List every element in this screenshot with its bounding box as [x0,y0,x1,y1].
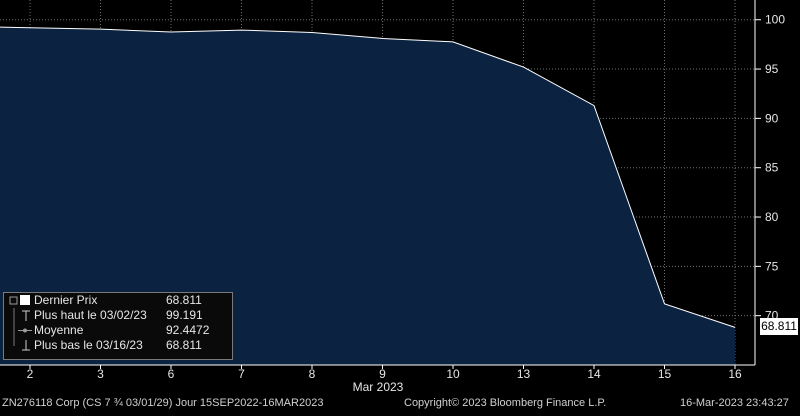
y-tick-label: 95 [765,62,779,76]
legend-row-last-price: Dernier Prix 68.811 [4,293,232,308]
x-tick-label: 13 [517,367,531,381]
y-tick-label: 90 [765,111,779,125]
timestamp: 16-Mar-2023 23:43:27 [680,397,789,409]
x-tick-label: 16 [728,367,742,381]
x-axis-title: Mar 2023 [353,380,404,394]
high-marker-icon [8,308,32,323]
legend-value: 68.811 [166,338,202,352]
legend-label: Plus bas le 03/16/23 [34,338,143,352]
x-tick-label: 7 [238,367,245,381]
price-line [0,26,736,328]
legend-label: Plus haut le 03/02/23 [34,308,147,322]
y-tick-label: 85 [765,161,779,175]
x-tick-label: 15 [658,367,672,381]
legend-label: Dernier Prix [34,293,98,307]
area-fill [0,27,735,366]
legend-value: 99.191 [166,308,203,322]
x-tick-label: 9 [379,367,386,381]
y-tick-label: 80 [765,210,779,224]
y-tick-label: 75 [765,259,779,273]
y-tick-label: 100 [765,13,785,27]
legend-row-average: Moyenne 92.4472 [4,323,232,338]
footer-bar: ZN276118 Corp (CS 7 ¾ 03/01/29) Jour 15S… [0,395,800,411]
x-tick-label: 10 [446,367,460,381]
average-icon [8,323,32,338]
x-axis: 2 3 6 7 8 9 10 13 14 15 16 Mar 2023 [0,364,755,394]
legend-label: Moyenne [34,323,84,337]
legend-value: 68.811 [166,293,202,307]
legend-value: 92.4472 [166,323,210,337]
x-tick-label: 6 [168,367,175,381]
x-tick-label: 8 [309,367,316,381]
x-tick-label: 14 [587,367,601,381]
square-icon [8,293,32,308]
x-tick-label: 2 [27,367,34,381]
last-price-badge: 68.811 [760,318,798,336]
security-info: ZN276118 Corp (CS 7 ¾ 03/01/29) Jour 15S… [2,397,324,409]
legend-box: Dernier Prix 68.811 Plus haut le 03/02/2… [3,292,233,360]
price-area [0,26,736,366]
legend-row-low: Plus bas le 03/16/23 68.811 [4,338,232,353]
copyright-text: Copyright© 2023 Bloomberg Finance L.P. [404,397,607,409]
x-tick-label: 3 [97,367,104,381]
low-marker-icon [8,338,32,353]
legend-row-high: Plus haut le 03/02/23 99.191 [4,308,232,323]
